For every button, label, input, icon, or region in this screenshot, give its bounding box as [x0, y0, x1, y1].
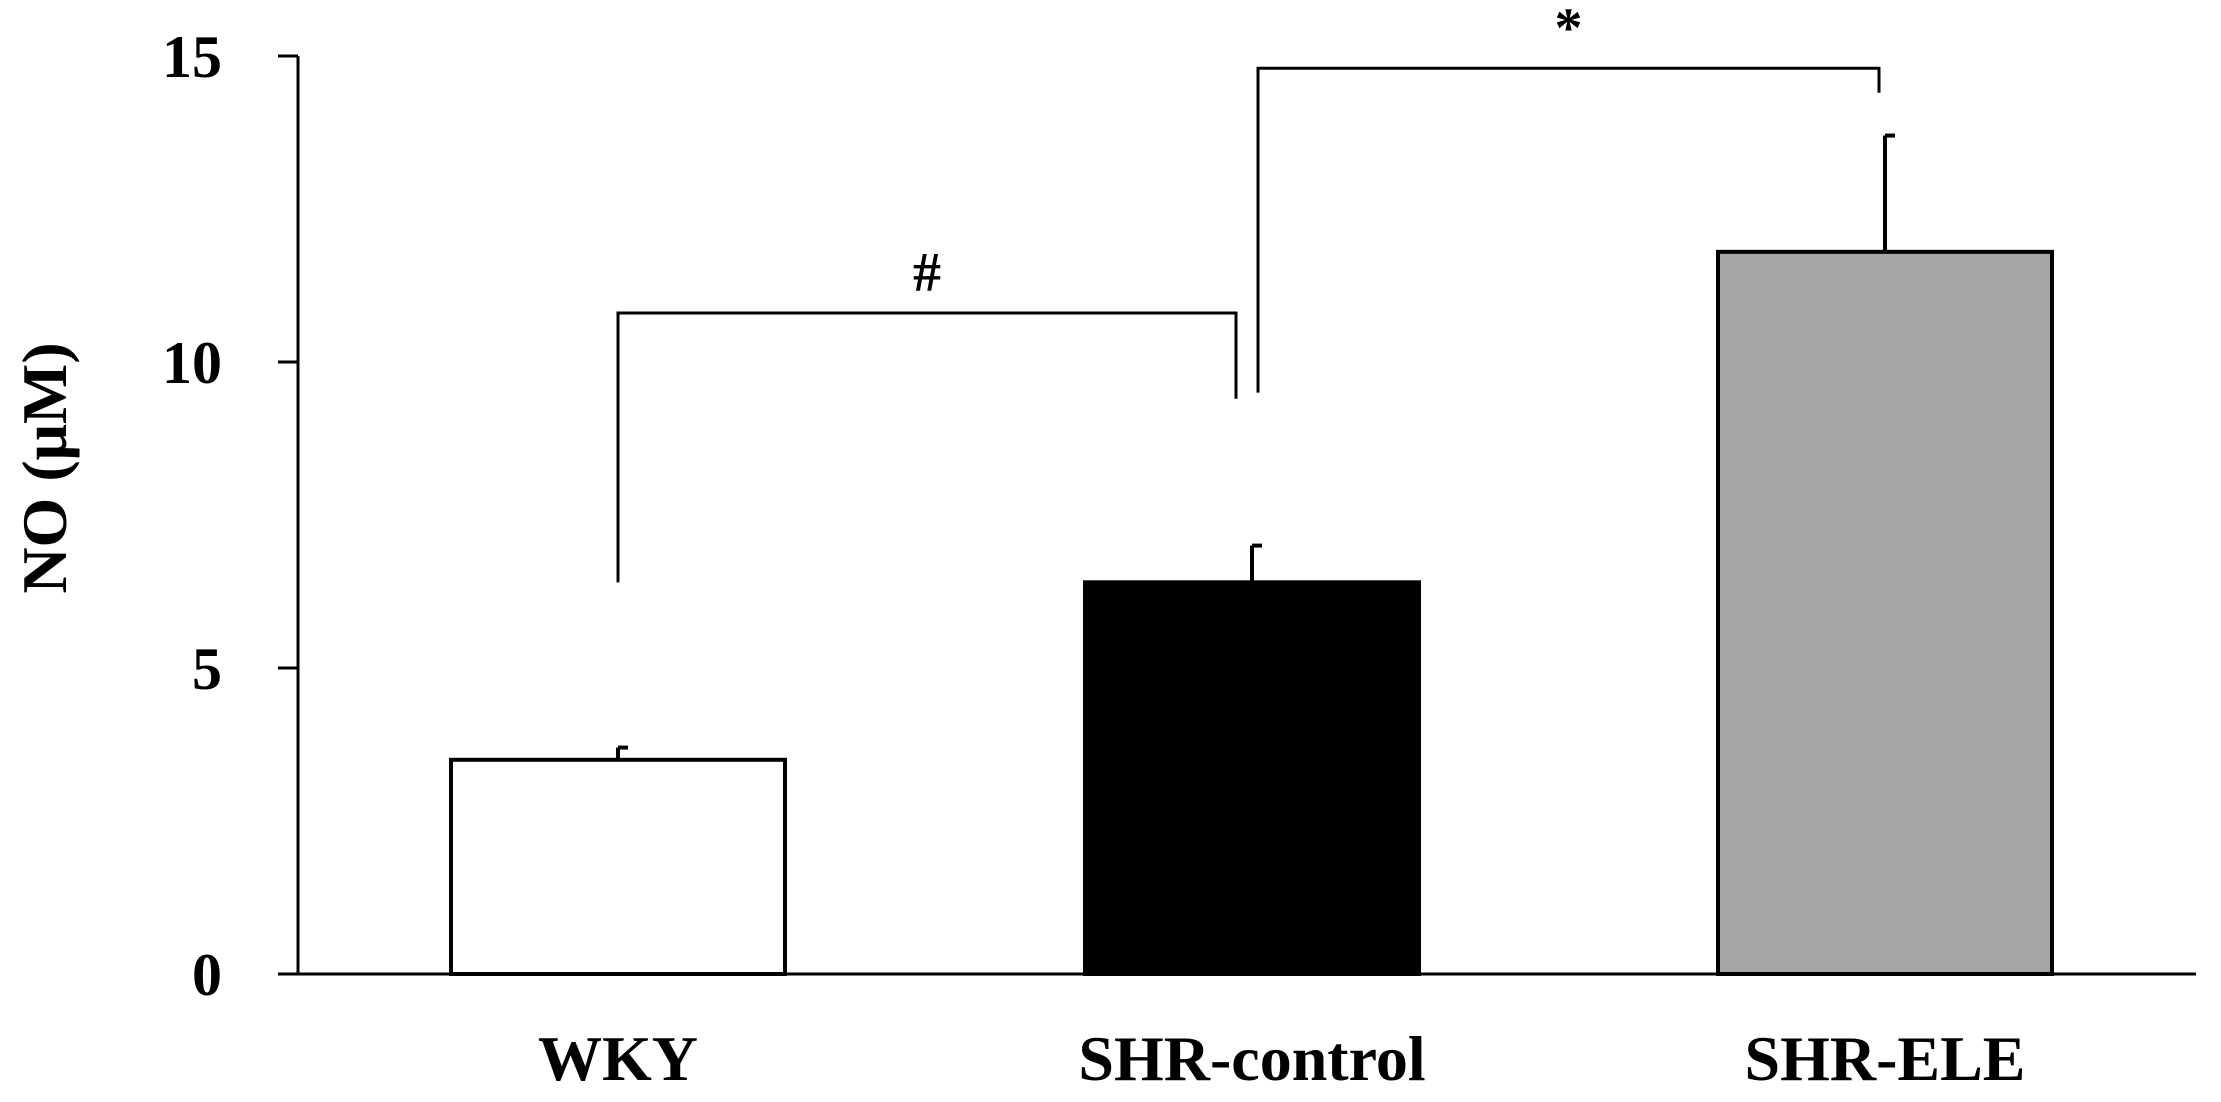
y-axis-title: NO (μM) — [9, 342, 80, 593]
x-tick-label-shr-control: SHR-control — [1078, 1023, 1425, 1094]
significance-bracket-2 — [1256, 66, 1881, 393]
bar-shr-ele — [1716, 249, 2054, 976]
significance-bracket-1 — [616, 311, 1238, 583]
significance-label-1: # — [913, 242, 941, 304]
bar-wky — [449, 757, 787, 976]
y-tick-label-0: 0 — [192, 942, 222, 1008]
y-tick-label-10: 10 — [162, 330, 222, 396]
bars-layer — [449, 249, 2054, 976]
axes-layer: WKY SHR-control SHR-ELE 0 5 10 15 — [162, 24, 2196, 1094]
error-bars-layer — [616, 133, 1895, 760]
bar-shr-control — [1083, 580, 1421, 976]
y-tick-label-15: 15 — [162, 24, 222, 90]
significance-layer: #* — [616, 0, 1881, 583]
x-tick-label-wky: WKY — [538, 1023, 698, 1094]
x-tick-label-shr-ele: SHR-ELE — [1745, 1023, 2026, 1094]
y-tick-label-5: 5 — [192, 636, 222, 702]
significance-label-2: * — [1555, 0, 1583, 59]
